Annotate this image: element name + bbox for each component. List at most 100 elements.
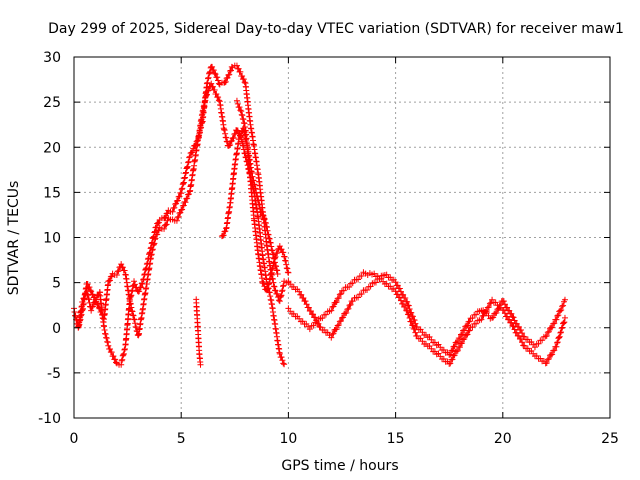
data-point: [226, 71, 233, 78]
data-point: [200, 103, 207, 110]
data-point: [173, 217, 180, 224]
series-track-3: [218, 125, 281, 278]
data-point: [307, 308, 314, 315]
data-point: [265, 285, 272, 292]
data-point: [349, 280, 356, 287]
data-point: [256, 201, 263, 208]
data-point: [364, 286, 371, 293]
data-point: [184, 195, 191, 202]
data-point: [456, 335, 463, 342]
data-point: [155, 227, 162, 234]
data-point: [561, 314, 568, 321]
data-point: [262, 220, 269, 227]
data-point: [554, 339, 561, 346]
data-point: [171, 204, 178, 211]
data-point: [408, 318, 415, 325]
data-point: [222, 228, 229, 235]
data-point: [98, 308, 105, 315]
data-point: [346, 283, 353, 290]
data-point: [501, 310, 508, 317]
data-point: [275, 297, 282, 304]
data-point: [508, 319, 515, 326]
data-point: [328, 334, 335, 341]
data-point: [108, 273, 115, 280]
data-point: [237, 68, 244, 75]
series-track-4: [233, 97, 292, 294]
data-point: [179, 206, 186, 213]
data-point: [345, 305, 352, 312]
data-point: [271, 283, 278, 290]
data-point: [513, 329, 520, 336]
data-point: [515, 332, 522, 339]
data-point: [296, 288, 303, 295]
data-point: [230, 134, 237, 141]
data-point: [274, 271, 281, 278]
data-point: [545, 328, 552, 335]
data-point: [174, 197, 181, 204]
data-point: [154, 231, 161, 238]
data-point: [241, 120, 248, 127]
data-point: [347, 301, 354, 308]
data-point: [265, 231, 272, 238]
data-point: [519, 330, 526, 337]
data-point: [264, 286, 271, 293]
data-point: [260, 211, 267, 218]
data-point: [133, 324, 140, 331]
data-point: [510, 323, 517, 330]
data-point: [402, 294, 409, 301]
data-point: [483, 308, 490, 315]
data-point: [121, 346, 128, 353]
data-point: [447, 351, 454, 358]
data-point: [392, 288, 399, 295]
data-point: [269, 265, 276, 272]
data-point: [220, 232, 227, 239]
x-tick-label: 5: [177, 431, 186, 447]
data-point: [358, 291, 365, 298]
chart-title: Day 299 of 2025, Sidereal Day-to-day VTE…: [48, 21, 624, 37]
data-point: [222, 78, 229, 85]
data-point: [76, 321, 83, 328]
data-point: [335, 294, 342, 301]
data-point: [303, 301, 310, 308]
data-point: [250, 177, 257, 184]
series-track-5: [285, 271, 568, 358]
x-axis-label: GPS time / hours: [281, 458, 398, 474]
data-point: [258, 208, 265, 215]
data-point: [181, 174, 188, 181]
data-point: [397, 297, 404, 304]
data-point: [215, 80, 222, 87]
data-point: [112, 356, 119, 363]
data-point: [330, 330, 337, 337]
data-point: [358, 273, 365, 280]
data-point: [519, 339, 526, 346]
data-point: [409, 313, 416, 320]
data-point: [284, 265, 291, 272]
data-point: [404, 298, 411, 305]
data-point: [561, 319, 568, 326]
data-point: [454, 338, 461, 345]
data-point: [556, 334, 563, 341]
data-point: [469, 324, 476, 331]
data-point: [152, 235, 159, 242]
data-point: [184, 163, 191, 170]
data-point: [518, 327, 525, 334]
data-point: [105, 342, 112, 349]
data-point: [182, 199, 189, 206]
data-point: [459, 331, 466, 338]
data-point: [559, 320, 566, 327]
data-point: [549, 324, 556, 331]
data-point: [394, 291, 401, 298]
data-point: [77, 312, 84, 319]
data-point: [199, 108, 206, 115]
data-point: [330, 303, 337, 310]
data-point: [405, 302, 412, 309]
data-point: [175, 213, 182, 220]
data-point: [464, 322, 471, 329]
data-point: [89, 291, 96, 298]
data-point: [506, 316, 513, 323]
data-point: [473, 311, 479, 318]
x-tick-label: 0: [70, 431, 79, 447]
data-point: [115, 267, 122, 274]
data-point: [148, 251, 155, 258]
data-point: [107, 345, 114, 352]
